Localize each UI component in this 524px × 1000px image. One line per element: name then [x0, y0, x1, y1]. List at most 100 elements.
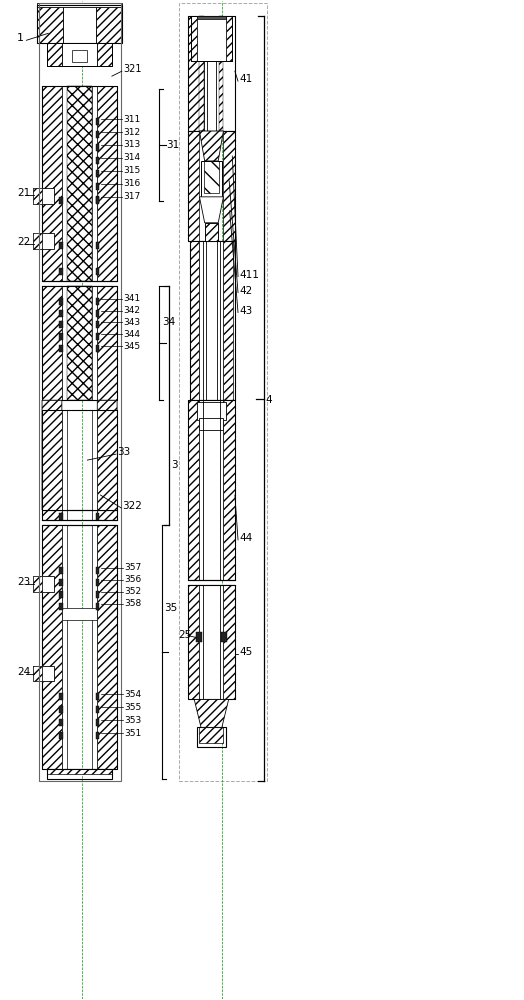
Bar	[32, 233, 42, 249]
Bar	[96, 732, 100, 739]
Bar	[191, 16, 232, 61]
Bar	[96, 310, 100, 317]
Bar	[97, 410, 117, 510]
Bar	[92, 86, 97, 281]
Bar	[62, 525, 67, 769]
Bar	[32, 576, 42, 592]
Bar	[200, 418, 223, 430]
Text: 25: 25	[179, 630, 192, 640]
Text: 321: 321	[123, 64, 141, 74]
Bar	[188, 400, 235, 580]
Polygon shape	[97, 400, 117, 510]
Bar	[59, 579, 63, 586]
Bar	[42, 410, 117, 510]
Bar	[96, 5, 122, 43]
Bar	[32, 666, 42, 681]
Bar	[59, 732, 63, 739]
Bar	[42, 525, 62, 769]
Text: 411: 411	[239, 270, 259, 280]
Bar	[59, 567, 63, 574]
Bar	[200, 585, 223, 699]
Bar	[179, 3, 267, 781]
Bar	[59, 719, 63, 726]
Text: 352: 352	[124, 587, 141, 596]
Bar	[200, 16, 235, 131]
Bar	[226, 16, 232, 61]
Bar	[97, 86, 117, 281]
Bar	[59, 197, 63, 204]
Bar	[59, 693, 63, 700]
Bar	[96, 196, 100, 203]
Bar	[42, 576, 53, 592]
Bar	[97, 43, 112, 66]
Bar	[42, 510, 62, 520]
Bar	[97, 525, 117, 769]
Bar	[96, 183, 100, 190]
Bar	[59, 513, 63, 520]
Text: 317: 317	[123, 192, 140, 201]
Bar	[72, 50, 87, 62]
Bar	[62, 86, 67, 281]
Bar	[96, 706, 100, 713]
Bar	[59, 268, 63, 275]
Bar	[42, 286, 62, 400]
Bar	[42, 525, 117, 769]
Bar	[188, 585, 235, 699]
Text: 1: 1	[17, 33, 24, 43]
Bar	[205, 223, 218, 241]
Text: 345: 345	[123, 342, 140, 351]
Bar	[96, 513, 100, 520]
Bar	[37, 3, 122, 7]
Bar	[62, 608, 97, 620]
Bar	[188, 16, 235, 131]
Polygon shape	[200, 131, 223, 161]
Bar	[223, 241, 233, 400]
Text: 34: 34	[162, 317, 175, 327]
Bar	[42, 86, 117, 281]
Bar	[223, 16, 235, 131]
Text: 41: 41	[239, 74, 253, 84]
Bar	[42, 188, 53, 204]
Bar	[32, 666, 42, 681]
Bar	[59, 706, 63, 713]
Bar	[62, 410, 67, 510]
Text: 314: 314	[123, 153, 140, 162]
Text: 343: 343	[123, 318, 140, 327]
Bar	[96, 131, 100, 138]
Text: 342: 342	[123, 306, 140, 315]
Bar	[42, 510, 117, 520]
Bar	[200, 400, 223, 580]
Text: 42: 42	[239, 286, 253, 296]
Bar	[201, 161, 222, 197]
Text: 24: 24	[17, 667, 30, 677]
Text: 355: 355	[124, 703, 141, 712]
Polygon shape	[194, 699, 228, 727]
Bar	[59, 321, 63, 328]
Text: 315: 315	[123, 166, 140, 175]
Bar	[59, 591, 63, 598]
Bar	[42, 410, 62, 510]
Bar	[96, 298, 100, 305]
Polygon shape	[200, 197, 223, 223]
Text: 344: 344	[123, 330, 140, 339]
Bar	[188, 131, 235, 241]
Bar	[197, 16, 226, 19]
Bar	[223, 131, 235, 241]
Bar	[96, 170, 100, 177]
Text: 31: 31	[166, 140, 179, 150]
Bar	[62, 286, 67, 400]
Text: 45: 45	[239, 647, 253, 657]
Bar	[42, 233, 53, 249]
Bar	[42, 666, 53, 681]
Bar	[223, 400, 235, 580]
Text: 3: 3	[171, 460, 178, 470]
Bar	[96, 157, 100, 164]
Bar	[63, 5, 96, 43]
Bar	[42, 286, 117, 400]
Bar	[47, 43, 112, 66]
Text: 4: 4	[266, 395, 272, 405]
Bar	[190, 241, 235, 400]
Bar	[198, 402, 225, 420]
Bar	[67, 86, 92, 281]
Bar	[59, 310, 63, 317]
